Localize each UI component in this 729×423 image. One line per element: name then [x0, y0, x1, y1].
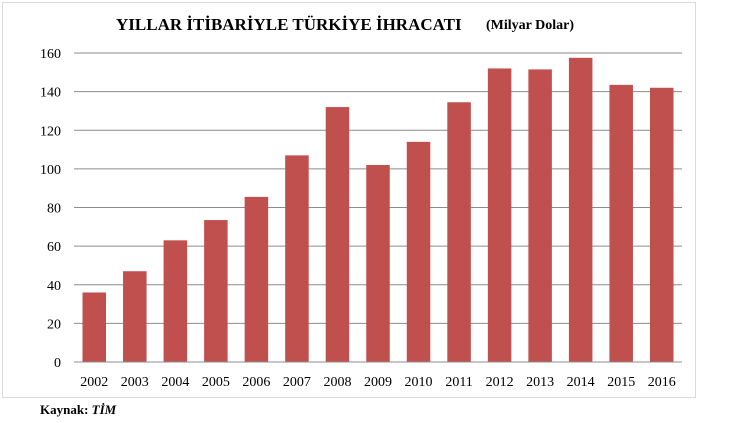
x-tick-label: 2010 [405, 375, 433, 390]
chart-frame [2, 2, 696, 398]
x-tick-label: 2012 [486, 375, 514, 390]
x-tick-label: 2009 [364, 375, 392, 390]
x-tick-label: 2007 [283, 375, 311, 390]
x-tick-label: 2015 [607, 375, 635, 390]
chart-title: YILLAR İTİBARİYLE TÜRKİYE İHRACATI [116, 15, 462, 34]
bar-2012 [487, 68, 512, 362]
y-tick-label: 140 [40, 86, 61, 101]
bar-2004 [163, 240, 188, 362]
x-tick-label: 2014 [567, 375, 595, 390]
bar-2008 [325, 107, 350, 362]
bar-2007 [285, 155, 309, 362]
y-tick-label: 120 [40, 124, 61, 139]
x-tick-label: 2003 [121, 375, 149, 390]
source-note: Kaynak: TİM [40, 402, 116, 418]
bar-2011 [447, 102, 471, 362]
y-tick-label: 40 [47, 279, 61, 294]
y-tick-label: 160 [40, 47, 61, 62]
bar-2006 [244, 196, 269, 362]
y-tick-label: 100 [40, 163, 61, 178]
y-tick-label: 80 [47, 202, 61, 217]
bar-chart: YILLAR İTİBARİYLE TÜRKİYE İHRACATI (Mily… [40, 15, 682, 390]
y-tick-label: 60 [47, 240, 61, 255]
y-tick-label: 0 [54, 356, 61, 371]
chart-subtitle: (Milyar Dolar) [486, 18, 574, 33]
bar-2015 [609, 84, 633, 362]
source-label: Kaynak: [40, 402, 89, 417]
x-tick-label: 2004 [161, 375, 189, 390]
x-tick-label: 2002 [80, 375, 108, 390]
x-tick-label: 2005 [202, 375, 230, 390]
x-tick-label: 2016 [648, 375, 676, 390]
bar-2013 [528, 69, 552, 363]
bar-2014 [568, 57, 593, 362]
bars [82, 57, 674, 363]
bar-2010 [406, 141, 431, 362]
bar-2016 [649, 87, 674, 362]
bar-2009 [366, 165, 390, 362]
bar-2005 [204, 220, 228, 362]
source-value: TİM [91, 402, 117, 417]
x-tick-label: 2011 [445, 375, 472, 390]
x-tick-label: 2006 [242, 375, 270, 390]
bar-2003 [123, 271, 147, 362]
x-tick-label: 2013 [526, 375, 554, 390]
y-tick-label: 20 [47, 317, 61, 332]
bar-2002 [82, 292, 107, 362]
y-axis-ticks: 0 20 40 60 80 100 120 140 160 [40, 47, 61, 371]
x-tick-label: 2008 [323, 375, 351, 390]
x-axis-ticks: 2002 2003 2004 2005 2006 2007 2008 2009 2010 2011… [80, 375, 675, 390]
